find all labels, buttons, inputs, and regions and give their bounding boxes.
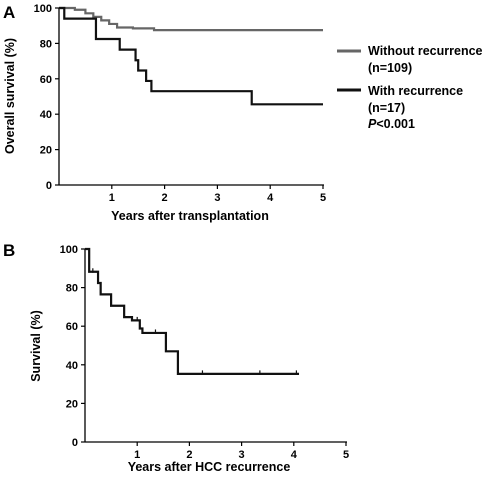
panel-b-y-tick-label-1: 20 — [66, 398, 78, 410]
panel-a-x-tick-label-1: 2 — [162, 192, 168, 204]
panel-b-y-tick-label-2: 40 — [66, 360, 78, 372]
panel-a-y-tick-label-2: 40 — [40, 109, 52, 121]
plot-layer: 0 20 40 60 80 100 1 2 3 4 5 0 20 40 60 80 100 1 2 3 4 5 — [34, 3, 349, 461]
panel-a-x-tick-label-4: 5 — [320, 192, 326, 204]
panel-a-y-tick-label-3: 60 — [40, 74, 52, 86]
legend-label-with-recurrence-n: (n=17) — [368, 101, 405, 115]
p-value-letter: P — [368, 117, 377, 131]
panel-a-y-tick-label-4: 80 — [40, 38, 52, 50]
panel-a-label: A — [3, 3, 15, 22]
panel-a-curve-without-recurrence — [59, 6, 323, 32]
panel-a-y-axis-label: Overall survival (%) — [3, 38, 17, 154]
panel-b-y-tick-label-5: 100 — [60, 244, 78, 256]
p-value-text: <0.001 — [376, 117, 415, 131]
panel-a-legend: Without recurrence (n=109) With recurren… — [337, 44, 483, 131]
panel-b-y-tick-label-0: 0 — [72, 437, 78, 449]
panel-a-curve-with-recurrence — [59, 6, 323, 106]
panel-b-x-tick-label-2: 3 — [239, 449, 245, 461]
panel-a-y-tick-label-0: 0 — [46, 180, 52, 192]
panel-b-x-tick-label-1: 2 — [186, 449, 192, 461]
panel-b-y-axis-label: Survival (%) — [29, 310, 43, 382]
panel-a-x-tick-label-2: 3 — [214, 192, 220, 204]
panel-b-curve-series-0 — [85, 247, 300, 375]
panel-b-x-tick-label-0: 1 — [134, 449, 140, 461]
p-value-annotation: P<0.001 — [368, 117, 415, 131]
panel-a-x-tick-label-0: 1 — [109, 192, 115, 204]
panel-b-y-tick-label-3: 60 — [66, 321, 78, 333]
panel-a-x-axis-label: Years after transplantation — [111, 209, 269, 223]
panel-a-y-tick-label-1: 20 — [40, 145, 52, 157]
panel-a-y-tick-label-5: 100 — [34, 3, 52, 15]
legend-label-with-recurrence: With recurrence — [368, 84, 463, 98]
panel-b-label: B — [3, 241, 15, 260]
panel-b-y-tick-label-4: 80 — [66, 283, 78, 295]
legend-label-without-recurrence: Without recurrence — [368, 44, 483, 58]
panel-b-x-tick-label-3: 4 — [291, 449, 298, 461]
panel-b-x-axis-label: Years after HCC recurrence — [128, 460, 291, 474]
panel-a-x-tick-label-3: 4 — [267, 192, 274, 204]
legend-label-without-recurrence-n: (n=109) — [368, 61, 412, 75]
panel-b-x-tick-label-4: 5 — [343, 449, 349, 461]
